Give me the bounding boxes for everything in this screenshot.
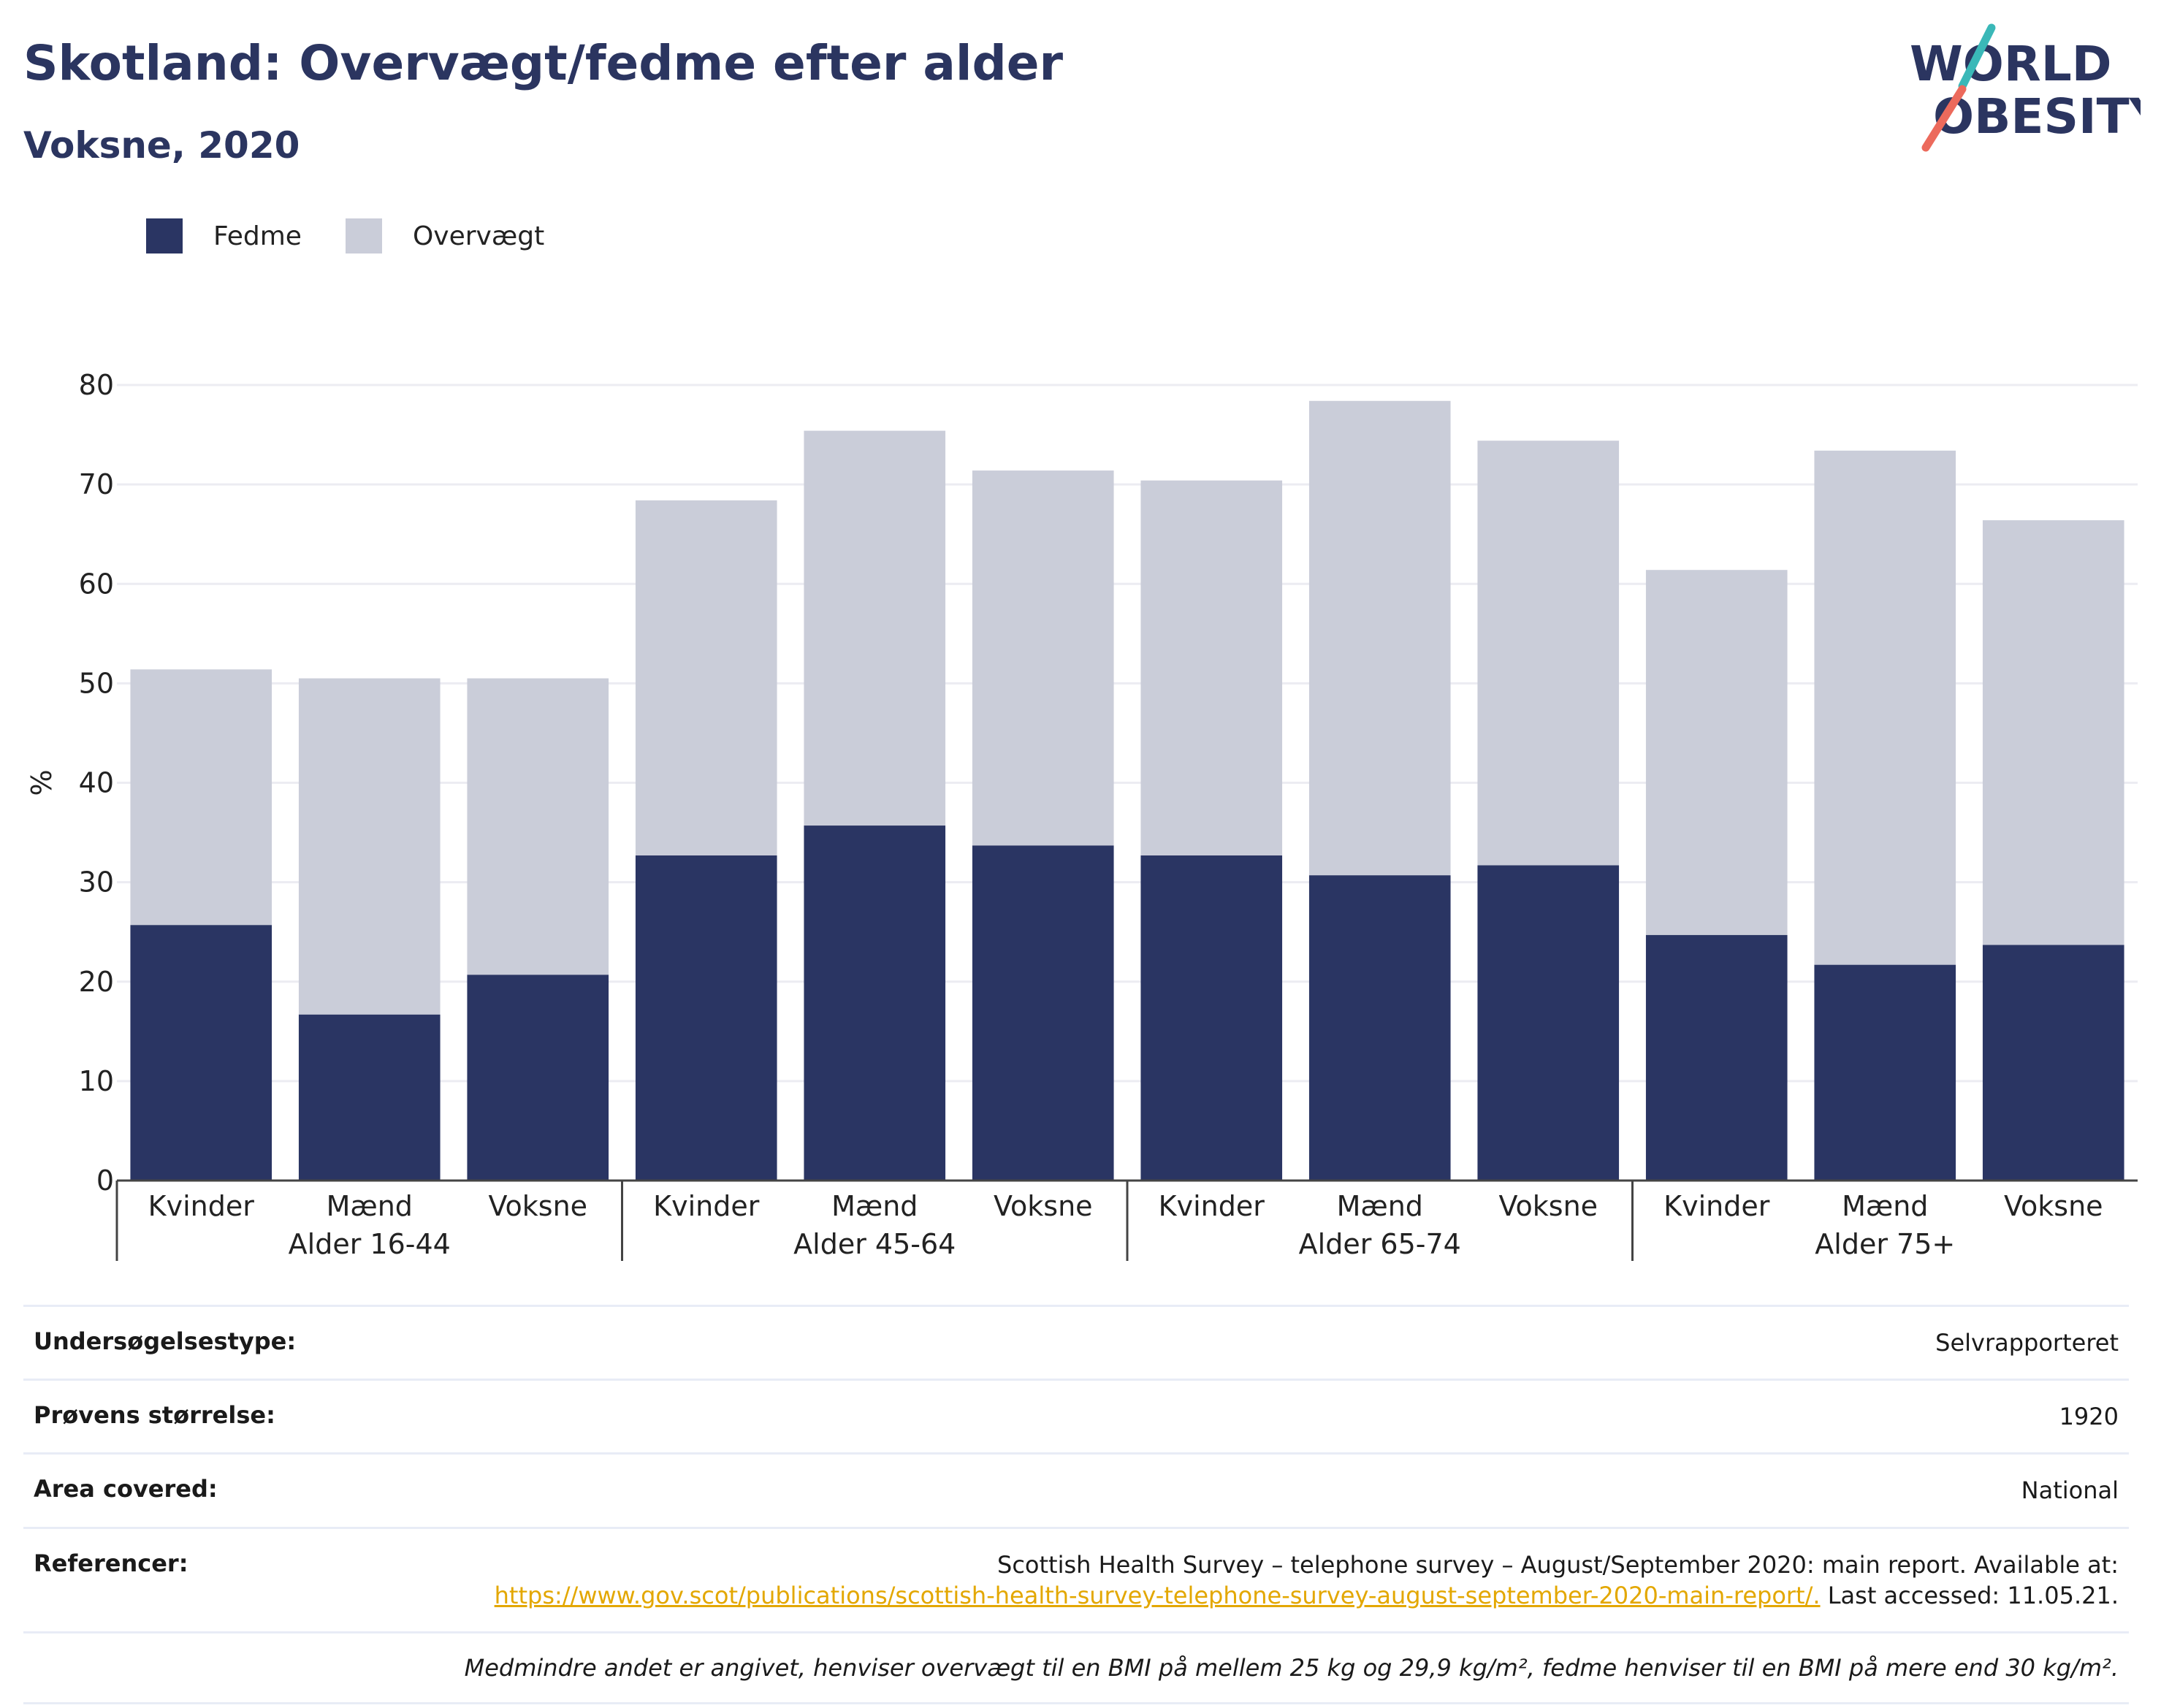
legend-item-fedme[interactable]: Fedme — [146, 218, 302, 253]
sample-size-label: Prøvens størrelse: — [34, 1401, 275, 1430]
x-category-label: Mænd — [1842, 1190, 1928, 1222]
legend-label-overvaegt: Overvægt — [412, 221, 545, 251]
bar-fedme — [298, 1014, 441, 1181]
y-tick-label: 50 — [79, 667, 114, 699]
logo-text-world: WORLD — [1910, 36, 2112, 92]
x-category-label: Voksne — [1498, 1190, 1598, 1222]
info-row-sample-size: Prøvens størrelse: 1920 — [23, 1379, 2129, 1452]
x-category-label: Kvinder — [1159, 1190, 1265, 1222]
bar-overvaegt — [1645, 570, 1788, 935]
logo-slash-teal — [1958, 23, 1996, 91]
bar-overvaegt — [972, 470, 1114, 846]
y-tick-label: 20 — [79, 966, 114, 998]
x-group-label: Alder 75+ — [1815, 1228, 1955, 1260]
y-tick-label: 70 — [79, 468, 114, 500]
bar-overvaegt — [130, 669, 272, 926]
survey-type-value: Selvrapporteret — [1935, 1329, 2119, 1357]
stacked-bar-chart: 0 10 20 30 40 50 60 70 80% Kvinder Mænd Voksne Kvind… — [26, 369, 2138, 1261]
x-group-label: Alder 16-44 — [289, 1228, 451, 1260]
info-row-survey-type: Undersøgelsestype: Selvrapporteret — [23, 1305, 2129, 1379]
y-tick-label: 0 — [96, 1164, 114, 1197]
y-tick-label: 60 — [79, 568, 114, 600]
bar-overvaegt — [1140, 480, 1283, 855]
y-axis-label: % — [26, 769, 58, 796]
x-category-label: Mænd — [831, 1190, 918, 1222]
bar-fedme — [1477, 865, 1620, 1181]
logo-slash-coral — [1921, 85, 1967, 152]
legend-swatch-fedme — [146, 218, 183, 253]
legend-label-fedme: Fedme — [213, 221, 302, 251]
legend-swatch-overvaegt — [345, 218, 382, 253]
sample-size-value: 1920 — [2059, 1403, 2119, 1431]
x-category-label: Mænd — [327, 1190, 413, 1222]
bar-overvaegt — [1814, 450, 1956, 965]
bar-fedme — [635, 855, 777, 1181]
area-label: Area covered: — [34, 1475, 218, 1503]
bar-overvaegt — [1477, 441, 1620, 866]
info-row-note: Medmindre andet er angivet, henviser ove… — [23, 1631, 2129, 1705]
chart-legend: Fedme Overvægt — [146, 218, 588, 254]
bar-fedme — [1982, 945, 2124, 1181]
references-tail: Last accessed: 11.05.21. — [1827, 1581, 2119, 1609]
y-tick-label: 80 — [79, 369, 114, 401]
bar-fedme — [1308, 875, 1451, 1181]
x-category-label: Voksne — [2004, 1190, 2103, 1222]
bar-overvaegt — [467, 678, 609, 975]
bar-fedme — [972, 845, 1114, 1181]
x-category-label: Mænd — [1337, 1190, 1423, 1222]
references-label: Referencer: — [34, 1549, 188, 1577]
x-category-label: Kvinder — [1663, 1190, 1770, 1222]
bar-overvaegt — [298, 678, 441, 1015]
area-value: National — [2021, 1476, 2119, 1505]
chart-title: Skotland: Overvægt/fedme efter alder — [23, 35, 1064, 91]
info-row-references: Referencer: Scottish Health Survey – tel… — [23, 1526, 2129, 1631]
references-text: Scottish Health Survey – telephone surve… — [997, 1550, 2119, 1579]
survey-type-label: Undersøgelsestype: — [34, 1327, 297, 1355]
bar-fedme — [467, 975, 609, 1181]
x-group-label: Alder 45-64 — [793, 1228, 956, 1260]
info-row-area: Area covered: National — [23, 1452, 2129, 1526]
x-category-label: Voksne — [994, 1190, 1093, 1222]
x-category-label: Voksne — [488, 1190, 587, 1222]
bar-fedme — [804, 826, 946, 1181]
references-link[interactable]: https://www.gov.scot/publications/scotti… — [494, 1581, 1821, 1609]
legend-item-overvaegt[interactable]: Overvægt — [345, 218, 545, 253]
survey-info-table: Undersøgelsestype: Selvrapporteret Prøve… — [23, 1305, 2129, 1705]
bar-overvaegt — [635, 500, 777, 855]
bar-fedme — [1645, 934, 1788, 1181]
bar-fedme — [1814, 964, 1956, 1181]
world-obesity-logo: WORLD OBESITY — [1910, 23, 2141, 152]
y-tick-label: 40 — [79, 767, 114, 799]
chart-subtitle: Voksne, 2020 — [23, 124, 300, 167]
logo-text-obesity: OBESITY — [1933, 88, 2141, 145]
references-value: Scottish Health Survey – telephone surve… — [495, 1549, 2119, 1611]
x-category-label: Kvinder — [148, 1190, 255, 1222]
bar-overvaegt — [1982, 520, 2124, 945]
x-category-label: Kvinder — [653, 1190, 760, 1222]
y-tick-label: 10 — [79, 1065, 114, 1097]
x-group-label: Alder 65-74 — [1299, 1228, 1461, 1260]
definition-note: Medmindre andet er angivet, henviser ove… — [464, 1654, 2119, 1682]
bar-overvaegt — [1308, 400, 1451, 876]
y-tick-label: 30 — [79, 866, 114, 899]
bar-overvaegt — [804, 430, 946, 826]
bar-fedme — [130, 925, 272, 1181]
bar-fedme — [1140, 855, 1283, 1181]
